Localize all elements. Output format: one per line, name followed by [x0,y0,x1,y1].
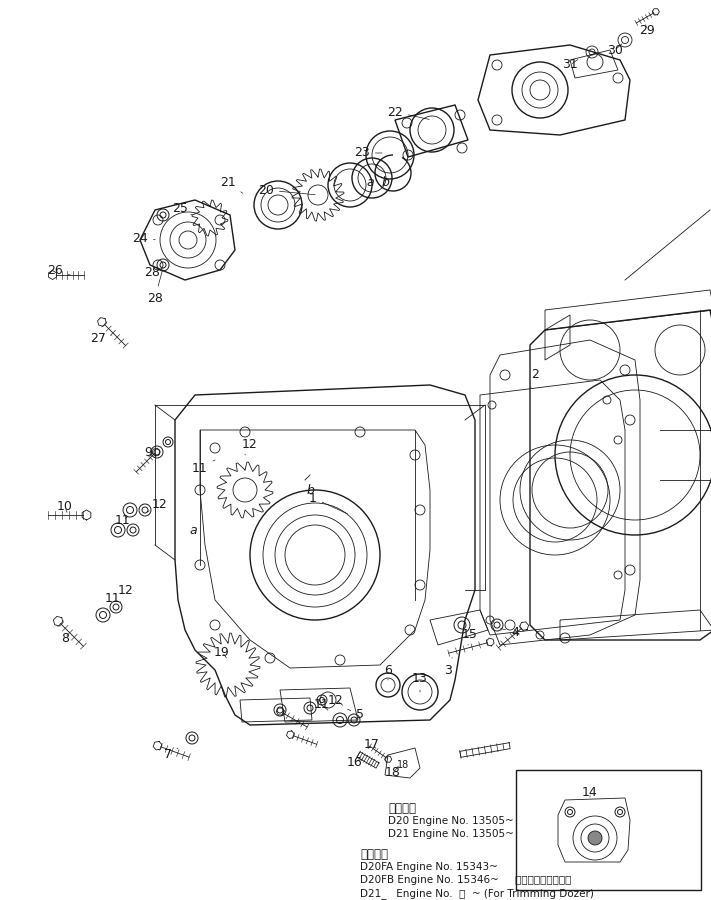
Text: 19: 19 [214,645,230,659]
Text: 14: 14 [582,787,598,799]
Text: 17: 17 [364,739,380,752]
Text: 5: 5 [348,708,364,722]
Text: 4: 4 [501,626,519,638]
Text: 22: 22 [387,105,429,120]
Text: 27: 27 [90,331,112,345]
Text: 29: 29 [639,23,655,37]
Text: 12: 12 [147,499,168,512]
Text: D20FA Engine No. 15343~: D20FA Engine No. 15343~ [360,862,498,872]
Text: b: b [381,176,389,188]
Text: 28: 28 [147,271,163,304]
Text: 21: 21 [220,176,242,194]
Text: 9: 9 [144,446,152,460]
Text: 11: 11 [314,698,330,712]
Text: 12: 12 [242,438,258,455]
Text: 10: 10 [57,500,73,514]
Text: 7: 7 [164,748,178,761]
Text: 適用号番: 適用号番 [388,802,416,815]
Bar [516,770,701,890]
Text: b: b [306,483,314,497]
Text: 31: 31 [562,58,578,71]
Text: D21_   Engine No.  ・  ~ (For Trimming Dozer): D21_ Engine No. ・ ~ (For Trimming Dozer) [360,888,594,899]
Text: 15: 15 [462,628,478,645]
Text: 2: 2 [531,368,539,387]
Text: a: a [366,176,374,188]
Text: 12: 12 [328,694,344,706]
Text: 11: 11 [105,591,121,610]
Text: 適用号番: 適用号番 [360,848,388,861]
Text: 18: 18 [385,766,401,779]
Text: D20 Engine No. 13505~: D20 Engine No. 13505~ [388,816,514,826]
Text: 11: 11 [115,514,131,526]
Polygon shape [478,45,630,135]
Circle shape [588,831,602,845]
Text: 24: 24 [132,231,155,245]
Text: 28: 28 [144,266,163,278]
Text: D21 Engine No. 13505~: D21 Engine No. 13505~ [388,829,514,839]
Text: 12: 12 [118,583,134,602]
Text: 30: 30 [607,43,623,57]
Text: 1: 1 [309,491,348,514]
Polygon shape [558,798,630,862]
Text: 25: 25 [172,202,192,215]
Text: 16: 16 [347,755,363,769]
Text: 26: 26 [47,264,70,276]
Text: 3: 3 [444,658,452,677]
Text: 20: 20 [258,184,315,196]
Text: a: a [189,524,197,536]
Text: 23: 23 [354,147,383,159]
Text: 18: 18 [397,760,409,770]
Text: 11: 11 [192,460,215,474]
Text: 13: 13 [412,671,428,692]
Text: 8: 8 [61,632,72,644]
Text: D20FB Engine No. 15346~     トリミングドーザ用: D20FB Engine No. 15346~ トリミングドーザ用 [360,875,572,885]
Text: 6: 6 [384,663,392,680]
